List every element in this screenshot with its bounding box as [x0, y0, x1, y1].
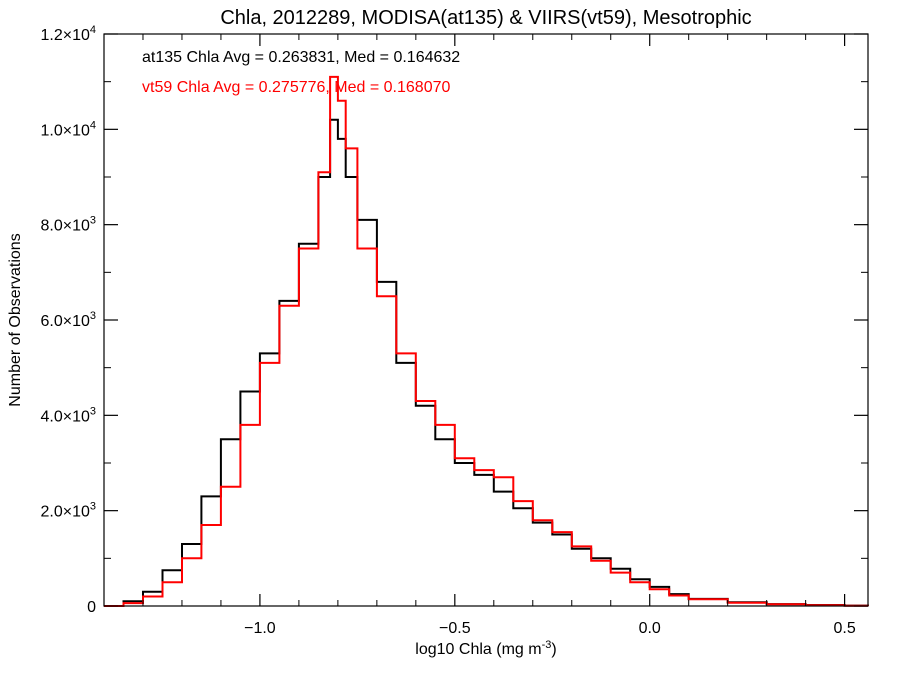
chart-title: Chla, 2012289, MODISA(at135) & VIIRS(vt5…	[220, 7, 751, 29]
y-axis-label: Number of Observations	[7, 233, 24, 406]
y-tick-label: 1.0×104	[40, 119, 96, 139]
series-line-2	[104, 75, 869, 607]
x-axis: −1.0 −0.5 0.0 0.5	[142, 34, 856, 637]
y-tick-mantissa: 1.2×10	[40, 27, 89, 44]
y-tick-exponent: 4	[90, 119, 96, 131]
x-axis-label-main: log10 Chla (mg m	[415, 641, 541, 658]
annotation-vt59: vt59 Chla Avg = 0.275776, Med = 0.168070	[142, 79, 450, 96]
series-layer	[104, 75, 869, 607]
y-tick-mantissa: 0	[87, 599, 96, 616]
x-tick-label: 0.5	[833, 620, 855, 637]
y-tick-label: 8.0×103	[40, 215, 96, 235]
y-tick-mantissa: 1.0×10	[40, 122, 89, 139]
y-tick-exponent: 3	[90, 310, 96, 322]
x-axis-label-exponent: -3	[542, 639, 552, 651]
x-tick-label: −1.0	[244, 620, 276, 637]
y-tick-exponent: 3	[90, 215, 96, 227]
y-tick-label: 1.2×104	[40, 24, 96, 44]
x-tick-label: 0.0	[639, 620, 661, 637]
y-tick-label: 0	[87, 599, 96, 616]
y-tick-exponent: 3	[90, 501, 96, 513]
y-tick-label: 4.0×103	[40, 405, 96, 425]
x-axis-label: log10 Chla (mg m-3)	[415, 639, 556, 658]
y-tick-label: 6.0×103	[40, 310, 96, 330]
x-axis-label-close: )	[551, 641, 556, 658]
x-tick-label: −0.5	[439, 620, 471, 637]
y-tick-mantissa: 2.0×10	[40, 504, 89, 521]
annotation-at135: at135 Chla Avg = 0.263831, Med = 0.16463…	[142, 49, 460, 66]
y-tick-mantissa: 4.0×10	[40, 408, 89, 425]
y-tick-exponent: 3	[90, 405, 96, 417]
y-tick-exponent: 4	[90, 24, 96, 36]
y-tick-mantissa: 8.0×10	[40, 218, 89, 235]
y-axis: 02.0×1034.0×1036.0×1038.0×1031.0×1041.2×…	[40, 24, 868, 616]
y-tick-label: 2.0×103	[40, 501, 96, 521]
y-tick-mantissa: 6.0×10	[40, 313, 89, 330]
